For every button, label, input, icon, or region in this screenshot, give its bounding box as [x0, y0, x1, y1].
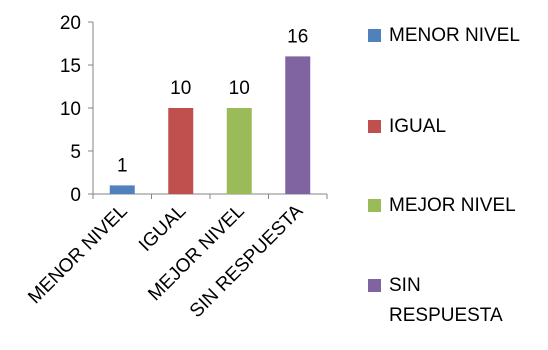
legend-item-menor-nivel: MENOR NIVEL — [368, 22, 539, 51]
legend-label: MEJOR NIVEL — [389, 195, 516, 216]
y-tick-label: 20 — [60, 13, 81, 34]
legend-item-mejor-nivel: MEJOR NIVEL — [368, 192, 539, 221]
legend-item-igual: IGUAL — [368, 113, 539, 142]
x-category-label: IGUAL — [135, 201, 190, 256]
legend-swatch — [368, 279, 381, 292]
bars — [109, 56, 311, 195]
legend-swatch — [368, 120, 381, 133]
x-category-label: SIN RESPUESTA — [186, 200, 308, 322]
legend-label: SIN RESPUESTA — [389, 275, 503, 326]
legend-label: IGUAL — [389, 116, 447, 137]
data-label: 1 — [117, 155, 128, 176]
bar — [226, 108, 252, 194]
y-tick-label: 5 — [70, 142, 81, 163]
legend-label: MENOR NIVEL — [389, 25, 520, 46]
legend-swatch — [368, 29, 381, 42]
y-axis-ticks: 0 5 10 15 20 — [60, 13, 93, 206]
bar — [168, 108, 194, 194]
x-category-label: MENOR NIVEL — [24, 201, 131, 308]
bar — [285, 56, 311, 195]
y-tick-label: 0 — [70, 185, 81, 206]
legend-swatch — [368, 199, 381, 212]
data-label: 10 — [229, 78, 250, 99]
bar — [109, 185, 135, 194]
y-tick-label: 10 — [60, 99, 81, 120]
legend-item-sin-respuesta: SIN RESPUESTA — [368, 272, 539, 331]
data-label: 16 — [287, 26, 308, 47]
data-label: 10 — [170, 78, 191, 99]
y-tick-label: 15 — [60, 56, 81, 77]
data-labels: 1 10 10 16 — [117, 26, 308, 176]
